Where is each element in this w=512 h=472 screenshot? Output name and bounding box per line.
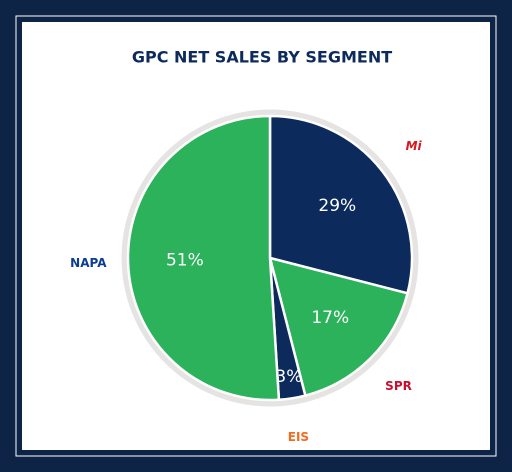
chart-title: GPC NET SALES BY SEGMENT <box>132 48 392 67</box>
segment-logo: EIS <box>288 430 309 444</box>
segment-logo: NAPA <box>70 256 107 270</box>
pie-slice <box>268 256 410 398</box>
pie-ring <box>121 109 419 407</box>
value-label: 29% <box>318 196 356 216</box>
frame-line <box>15 15 497 457</box>
pie-slice <box>268 114 414 295</box>
value-label: 17% <box>311 308 349 328</box>
value-label: 3% <box>275 367 302 387</box>
pie-slice <box>126 114 281 402</box>
segment-logo: Mi <box>406 139 423 153</box>
segment-logo: SPR <box>385 379 412 393</box>
value-label: 51% <box>166 251 204 271</box>
